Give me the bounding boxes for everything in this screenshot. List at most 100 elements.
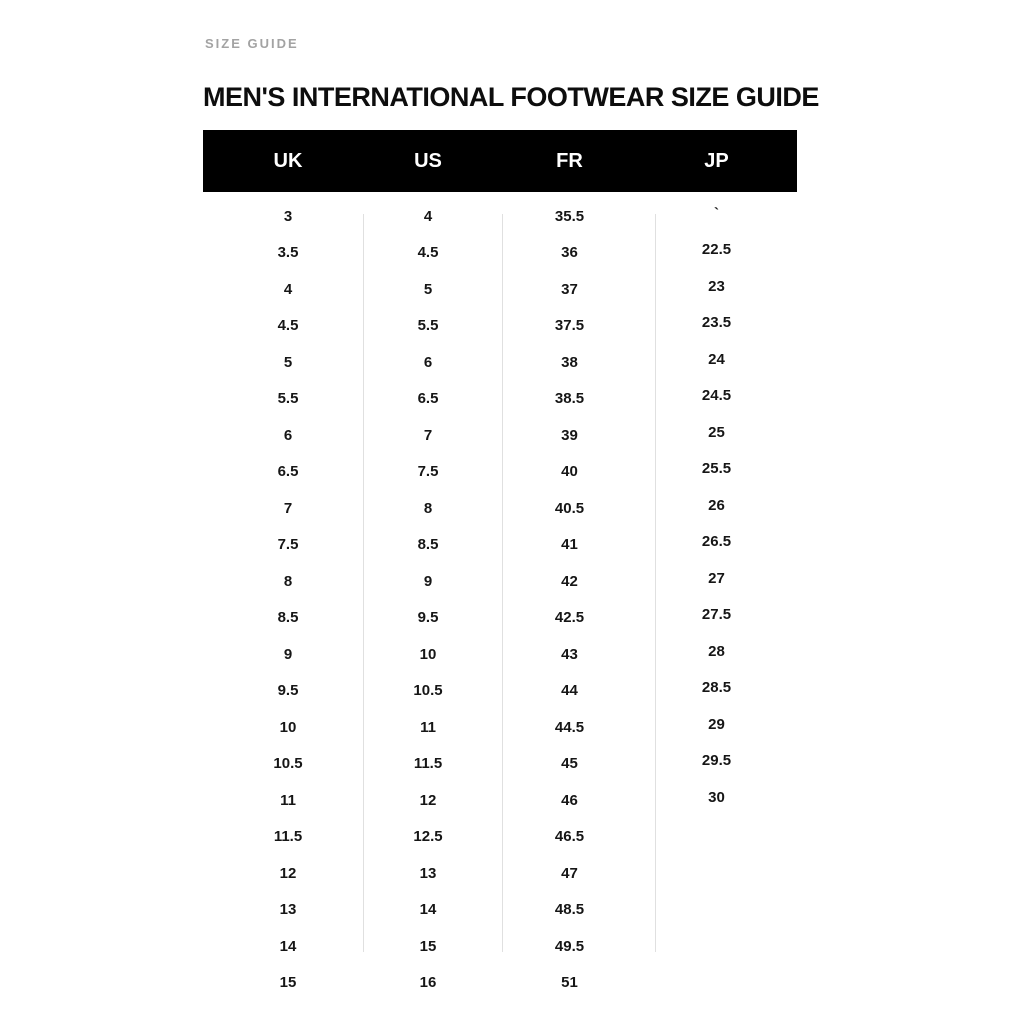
size-cell: 12 — [419, 791, 437, 809]
column-divider — [502, 214, 503, 952]
size-cell: 10 — [419, 645, 437, 663]
size-cell: 49.5 — [554, 937, 585, 955]
size-cell: 8 — [283, 572, 293, 590]
size-cell: 43 — [561, 645, 578, 663]
table-row: 3.5 4.5 36 22.5 — [203, 235, 797, 272]
size-cell: 5.5 — [417, 317, 439, 335]
table-row: 9 10 43 28 — [203, 636, 797, 673]
size-cell: 10.5 — [273, 755, 303, 773]
size-cell: 12 — [279, 864, 297, 882]
size-cell: 28 — [708, 642, 725, 660]
size-cell: 23.5 — [701, 314, 732, 332]
size-cell: 40 — [561, 463, 578, 481]
size-cell: 35.5 — [554, 207, 585, 225]
size-cell: 22.5 — [701, 241, 732, 259]
size-cell: 42 — [561, 572, 578, 590]
size-cell: 38 — [561, 353, 578, 371]
table-row: 4 5 37 23 — [203, 271, 797, 308]
size-cell: 11 — [280, 791, 296, 809]
size-cell: 15 — [419, 937, 437, 955]
column-header-fr: FR — [556, 149, 583, 172]
page-title: MEN'S INTERNATIONAL FOOTWEAR SIZE GUIDE — [203, 82, 819, 113]
eyebrow-label: SIZE GUIDE — [205, 36, 299, 51]
size-cell: 37.5 — [554, 317, 585, 335]
size-cell: 39 — [561, 426, 578, 444]
table-row: 6 7 39 25 — [203, 417, 797, 454]
size-cell: 5.5 — [277, 390, 299, 408]
column-divider — [655, 214, 656, 952]
size-cell: 41 — [561, 536, 578, 554]
size-cell: 44.5 — [554, 718, 585, 736]
size-cell: 14 — [419, 901, 437, 919]
table-row: 8.5 9.5 42.5 27.5 — [203, 600, 797, 637]
size-cell: 7 — [423, 426, 433, 444]
size-cell: 37 — [561, 280, 578, 298]
column-header-us: US — [414, 149, 442, 172]
size-cell: 13 — [279, 901, 297, 919]
size-cell: ` — [714, 204, 719, 222]
size-cell: 26.5 — [701, 533, 732, 551]
size-cell: 30 — [708, 788, 725, 806]
size-cell: 24.5 — [701, 387, 732, 405]
table-row: 14 15 49.5 — [203, 928, 797, 965]
size-cell: 45 — [561, 755, 578, 773]
size-cell: 10.5 — [413, 682, 443, 700]
size-cell: 7.5 — [277, 536, 299, 554]
size-cell: 47 — [561, 864, 578, 882]
size-cell: 13 — [419, 864, 437, 882]
size-cell: 36 — [561, 244, 578, 262]
size-cell: 16 — [419, 974, 437, 992]
size-cell: 27 — [708, 569, 725, 587]
size-cell: 3 — [283, 207, 293, 225]
size-cell: 6 — [423, 353, 433, 371]
table-row: 7.5 8.5 41 26.5 — [203, 527, 797, 564]
size-cell: 10 — [279, 718, 297, 736]
size-cell: 25 — [708, 423, 725, 441]
table-row: 5 6 38 24 — [203, 344, 797, 381]
size-cell: 4.5 — [277, 317, 299, 335]
size-cell: 6 — [283, 426, 293, 444]
table-header-row: UK US FR JP — [203, 130, 797, 192]
size-cell: 11.5 — [273, 828, 303, 846]
table-row: 9.5 10.5 44 28.5 — [203, 673, 797, 710]
size-cell: 7.5 — [417, 463, 439, 481]
size-cell: 25.5 — [701, 460, 732, 478]
size-cell: 9.5 — [417, 609, 439, 627]
size-cell: 11 — [420, 718, 436, 736]
size-cell: 7 — [283, 499, 293, 517]
size-cell: 38.5 — [554, 390, 585, 408]
table-row: 7 8 40.5 26 — [203, 490, 797, 527]
size-cell: 9 — [283, 645, 293, 663]
table-row: 3 4 35.5 ` — [203, 198, 797, 235]
table-row: 6.5 7.5 40 25.5 — [203, 454, 797, 491]
size-cell: 29 — [708, 715, 725, 733]
size-cell: 15 — [279, 974, 297, 992]
table-row: 13 14 48.5 — [203, 892, 797, 929]
size-cell: 11.5 — [413, 755, 443, 773]
size-guide-table: UK US FR JP 3 4 35.5 ` 3.5 4.5 36 22.5 4 5 37 23 4.5… — [203, 130, 797, 1001]
table-row: 4.5 5.5 37.5 23.5 — [203, 308, 797, 345]
size-cell: 9 — [423, 572, 433, 590]
table-row: 10.5 11.5 45 29.5 — [203, 746, 797, 783]
size-cell: 6.5 — [277, 463, 299, 481]
size-cell: 26 — [708, 496, 725, 514]
table-row: 5.5 6.5 38.5 24.5 — [203, 381, 797, 418]
size-cell: 8 — [423, 499, 433, 517]
size-cell: 46 — [561, 791, 578, 809]
table-row: 10 11 44.5 29 — [203, 709, 797, 746]
size-cell: 29.5 — [701, 752, 732, 770]
size-cell: 3.5 — [277, 244, 299, 262]
size-cell: 5 — [423, 280, 433, 298]
size-cell: 5 — [283, 353, 293, 371]
size-cell: 24 — [708, 350, 725, 368]
table-row: 8 9 42 27 — [203, 563, 797, 600]
size-cell: 8.5 — [417, 536, 439, 554]
size-cell: 48.5 — [554, 901, 585, 919]
size-cell: 4.5 — [417, 244, 439, 262]
size-cell: 9.5 — [277, 682, 299, 700]
column-header-uk: UK — [273, 149, 303, 172]
size-cell: 4 — [283, 280, 293, 298]
table-row: 15 16 51 — [203, 965, 797, 1002]
size-cell: 6.5 — [417, 390, 439, 408]
table-body: 3 4 35.5 ` 3.5 4.5 36 22.5 4 5 37 23 4.5 5.5 37.5 23.5 5… — [203, 192, 797, 1001]
